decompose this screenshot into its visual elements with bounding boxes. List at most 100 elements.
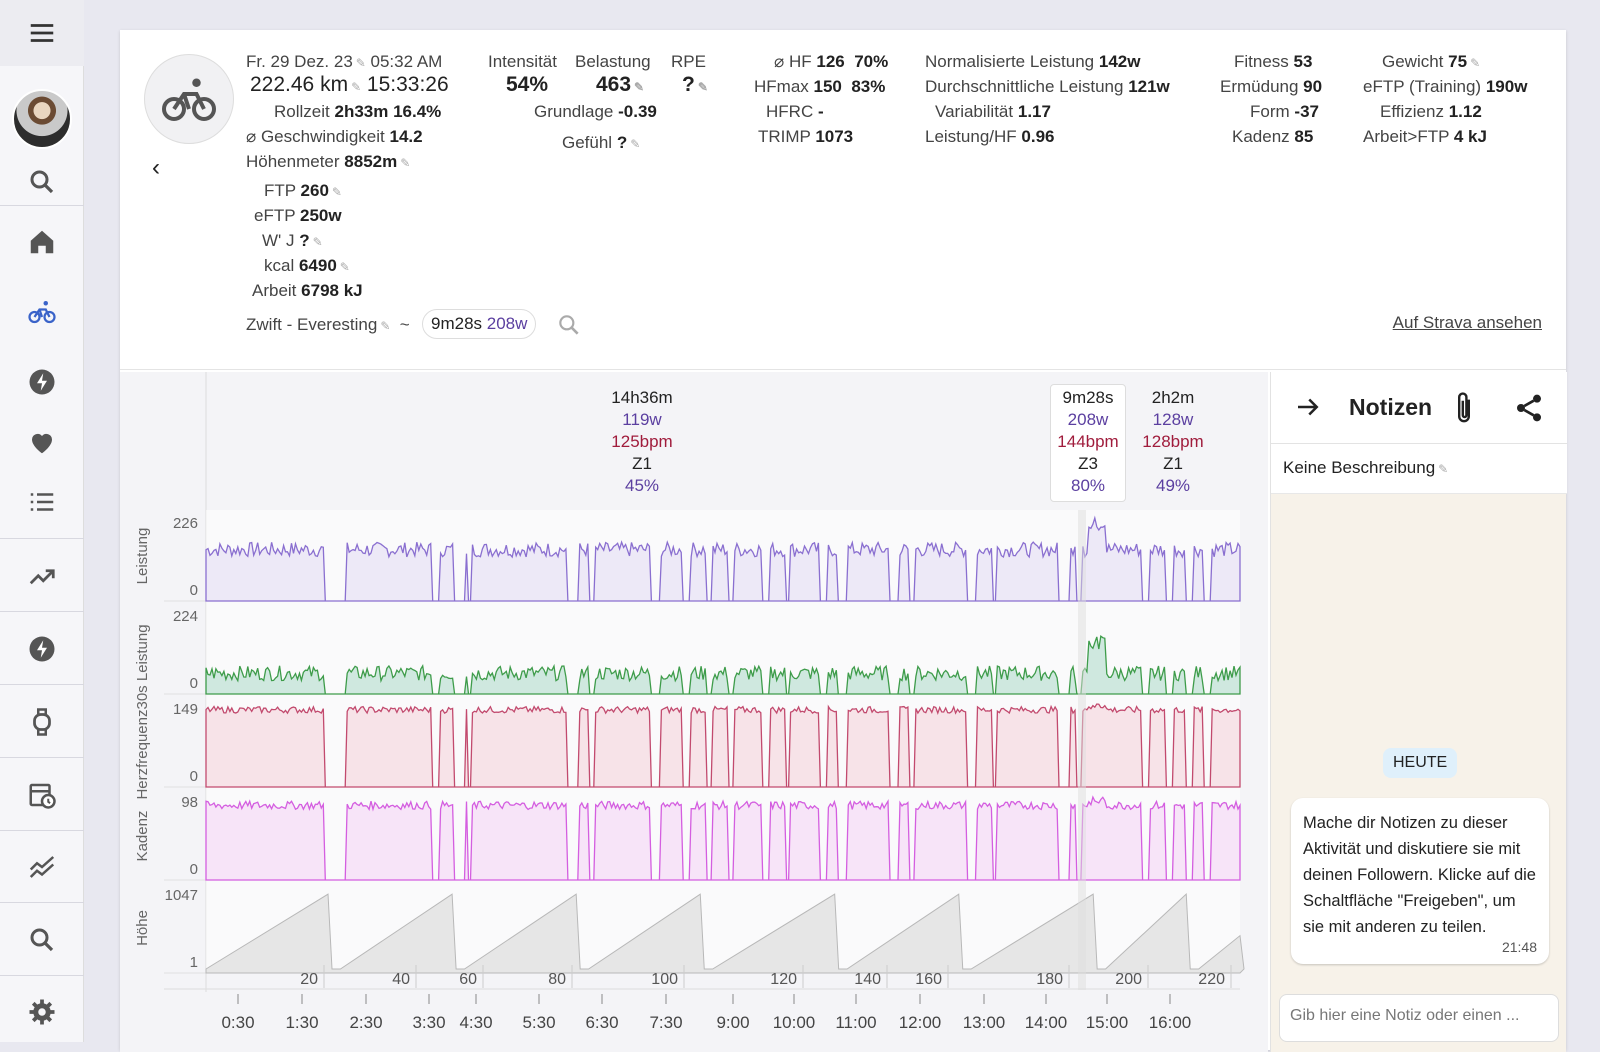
note-message-time: 21:48 <box>1501 939 1537 955</box>
edit-icon[interactable]: ✎ <box>312 235 323 249</box>
list-button[interactable] <box>0 480 84 524</box>
back-chevron-icon[interactable]: ‹ <box>152 154 160 181</box>
segment-time: 2h2m <box>1151 388 1195 407</box>
segment-pct: 80% <box>1070 476 1106 495</box>
panel-axis-label: Kadenz <box>134 811 151 862</box>
search-button[interactable] <box>0 160 84 204</box>
arbeit-value: 6798 kJ <box>301 281 363 300</box>
rollzeit-value: 2h33m <box>334 102 389 121</box>
share-icon[interactable] <box>1513 392 1545 424</box>
panel-axis-label: Leistung <box>134 528 151 585</box>
power30s-series <box>205 635 1241 695</box>
bike-icon <box>28 301 56 324</box>
edit-icon[interactable]: ✎ <box>697 80 708 94</box>
edit-icon[interactable]: ✎ <box>1438 462 1449 476</box>
grund-value: -0.39 <box>618 102 657 121</box>
distance-tick-label: 220 <box>1198 971 1225 988</box>
settings-button[interactable] <box>0 990 84 1034</box>
power-series <box>205 515 1241 602</box>
edit-icon[interactable]: ✎ <box>355 56 366 70</box>
search-button-2[interactable] <box>0 918 84 962</box>
edit-icon[interactable]: ✎ <box>634 80 645 94</box>
edit-icon[interactable]: ✎ <box>351 80 362 94</box>
edit-icon[interactable]: ✎ <box>630 137 641 151</box>
strava-link[interactable]: Auf Strava ansehen <box>1392 313 1542 332</box>
fit-value: 53 <box>1293 52 1313 71</box>
activities-button[interactable] <box>0 290 84 334</box>
panel-axis-label: Höhe <box>134 910 151 946</box>
edit-icon[interactable]: ✎ <box>1470 56 1481 70</box>
paperclip-icon[interactable] <box>1449 390 1479 426</box>
workout-name: Zwift - Everesting <box>246 315 378 334</box>
gew-value: 75 <box>1448 52 1468 71</box>
segment-pct: 45% <box>624 476 660 495</box>
activity-date: Fr. 29 Dez. 23 <box>246 52 353 71</box>
note-input[interactable]: Gib hier eine Notiz oder einen ... <box>1279 994 1559 1042</box>
edit-icon[interactable]: ✎ <box>380 319 391 333</box>
search-icon[interactable] <box>556 312 582 338</box>
device-button[interactable] <box>0 700 84 744</box>
hm-label: Höhenmeter <box>246 152 340 171</box>
panel-min-label: 0 <box>190 768 198 785</box>
note-message: Mache dir Notizen zu dieser Aktivität un… <box>1291 798 1549 964</box>
home-button[interactable] <box>0 220 84 264</box>
segment-zone: Z1 <box>632 454 652 473</box>
distance-tick-label: 20 <box>300 971 318 988</box>
menu-button[interactable] <box>0 0 84 66</box>
eff-value: 1.12 <box>1448 102 1482 121</box>
distance-tick-label: 60 <box>459 971 477 988</box>
panel-max-label: 149 <box>173 701 198 718</box>
activity-header: ‹ Fr. 29 Dez. 23 ✎ 05:32 AM 222.46 km ✎ 15… <box>120 30 1566 370</box>
lhf-label: Leistung/HF <box>925 127 1017 146</box>
kad-label: Kadenz <box>1232 127 1290 146</box>
avgp-value: 121w <box>1128 77 1170 96</box>
trend-button[interactable] <box>0 555 84 599</box>
activity-chart[interactable]: 14h36m 119w 125bpm Z1 45% 9m28s 208w 144bpm Z3 8… <box>120 372 1268 1052</box>
speed-value: 14.2 <box>389 127 423 146</box>
avatar[interactable] <box>12 89 72 149</box>
power-curve-button[interactable] <box>0 627 84 671</box>
hf-label: ⌀ HF <box>774 52 812 71</box>
panel-min-label: 0 <box>190 861 198 878</box>
heart-button[interactable] <box>0 420 84 464</box>
panel-max-label: 226 <box>173 515 198 532</box>
bike-icon <box>162 78 216 121</box>
gefuehl-label: Gefühl <box>562 133 613 152</box>
var-label: Variabilität <box>935 102 1014 121</box>
arrow-right-icon[interactable] <box>1293 392 1323 422</box>
eftpt-label: eFTP (Training) <box>1363 77 1482 96</box>
description[interactable]: Keine Beschreibung ✎ <box>1271 444 1567 494</box>
hfmax-pct: 83% <box>851 77 886 96</box>
eff-label: Effizienz <box>1380 102 1444 121</box>
segment-hr: 128bpm <box>1142 432 1204 451</box>
chart-svg[interactable]: 226 0 224 0 149 0 98 0 1047 1 Leistung Herzfrequenz… <box>120 372 1268 1052</box>
intens-label: Intensität <box>488 52 557 71</box>
lightning-icon <box>29 369 55 395</box>
calendar-button[interactable] <box>0 773 84 817</box>
belast-label: Belastung <box>575 52 651 71</box>
ftp-label: FTP <box>264 181 296 200</box>
np-label: Normalisierte Leistung <box>925 52 1095 71</box>
interval-chip[interactable]: 9m28s 208w <box>422 309 537 339</box>
wj-label: W' J <box>262 231 295 250</box>
edit-icon[interactable]: ✎ <box>400 156 411 170</box>
panel-max-label: 1047 <box>165 887 198 904</box>
activity-card: ‹ Fr. 29 Dez. 23 ✎ 05:32 AM 222.46 km ✎ 15… <box>120 30 1567 1052</box>
rpe-value: ? <box>682 73 695 96</box>
time-tick-label: 0:30 <box>221 1013 254 1032</box>
rollzeit-label: Rollzeit <box>274 102 330 121</box>
time-tick-label: 13:00 <box>963 1013 1006 1032</box>
segment-power: 208w <box>1067 410 1109 429</box>
speed-label: ⌀ Geschwindigkeit <box>246 127 385 146</box>
segment-power: 128w <box>1152 410 1194 429</box>
menu-icon <box>30 24 54 42</box>
panel-axis-label: Herzfrequenz30s Leistung <box>134 624 151 799</box>
note-message-text: Mache dir Notizen zu dieser Aktivität un… <box>1303 814 1536 936</box>
edit-icon[interactable]: ✎ <box>339 260 350 274</box>
power-button[interactable] <box>0 360 84 404</box>
edit-icon[interactable]: ✎ <box>331 185 342 199</box>
fitness-button[interactable] <box>0 845 84 889</box>
chip-power: 208w <box>486 314 528 333</box>
distance-tick-label: 160 <box>915 971 942 988</box>
fitness-icon <box>29 856 55 878</box>
